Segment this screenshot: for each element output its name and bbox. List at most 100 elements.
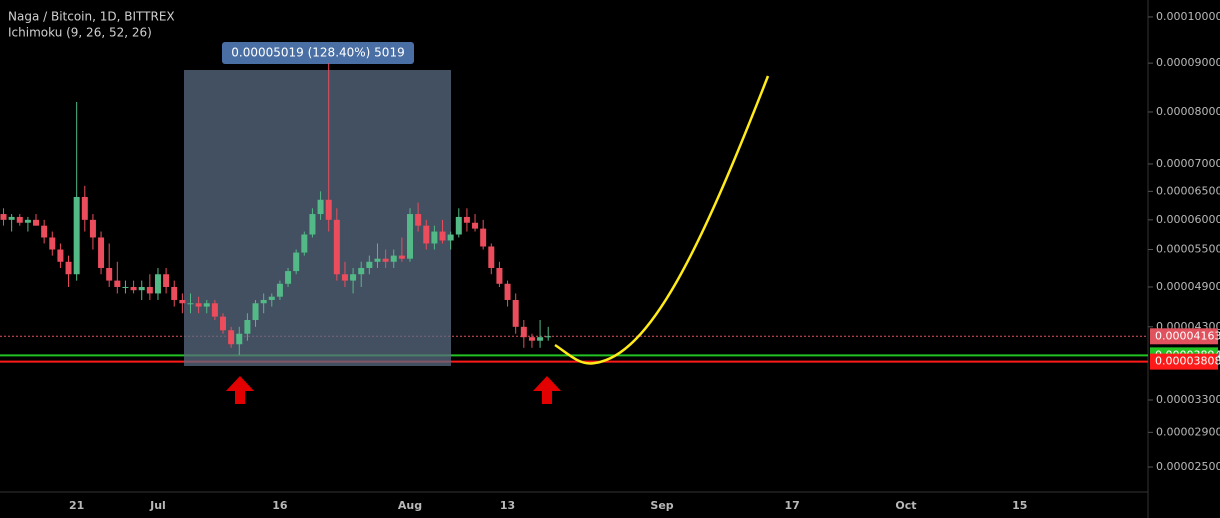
candle-body bbox=[382, 258, 389, 262]
candle-body bbox=[333, 219, 340, 275]
candle-body bbox=[545, 336, 552, 338]
candle-body bbox=[24, 219, 31, 223]
price-label: 0.00004163 bbox=[1155, 329, 1220, 342]
x-tick-label: Oct bbox=[895, 499, 916, 512]
indicator-label: Ichimoku (9, 26, 52, 26) bbox=[8, 26, 152, 40]
candle-body bbox=[106, 267, 113, 281]
candle-body bbox=[154, 274, 161, 294]
price-label-bg bbox=[1150, 328, 1218, 345]
x-tick-label: Sep bbox=[650, 499, 673, 512]
candle-body bbox=[211, 303, 218, 317]
y-tick-label: 0.00006500 bbox=[1156, 184, 1220, 197]
candle-body bbox=[301, 234, 308, 253]
y-tick-label: 0.00003300 bbox=[1156, 393, 1220, 406]
x-tick-label: 13 bbox=[500, 499, 515, 512]
candle-body bbox=[447, 234, 454, 241]
candle-body bbox=[122, 286, 129, 288]
x-tick-label: 21 bbox=[69, 499, 84, 512]
candle-body bbox=[309, 214, 316, 235]
candle-body bbox=[228, 330, 235, 345]
arrow bbox=[533, 376, 561, 404]
candle-body bbox=[89, 219, 96, 238]
candle-body bbox=[455, 216, 462, 235]
candle-body bbox=[8, 216, 15, 220]
x-tick-label: Jul bbox=[149, 499, 166, 512]
x-tick-label: 17 bbox=[784, 499, 799, 512]
candle-body bbox=[325, 199, 332, 220]
candle-body bbox=[358, 267, 365, 275]
candle-body bbox=[276, 283, 283, 297]
candle-body bbox=[512, 299, 519, 327]
candle-body bbox=[520, 326, 527, 338]
candle-body bbox=[187, 303, 194, 305]
candle-body bbox=[49, 237, 56, 250]
price-label-bg bbox=[1150, 353, 1218, 370]
candle-body bbox=[260, 299, 267, 304]
y-tick-label: 0.00006000 bbox=[1156, 213, 1220, 226]
candle-body bbox=[407, 214, 413, 259]
candle-body bbox=[57, 249, 64, 262]
candle-body bbox=[528, 337, 535, 341]
candle-body bbox=[0, 214, 7, 220]
candle-body bbox=[366, 261, 373, 268]
x-tick-label: 16 bbox=[272, 499, 288, 512]
candle-body bbox=[130, 286, 137, 291]
candle-body bbox=[179, 299, 186, 304]
candle-body bbox=[203, 303, 210, 307]
candle-body bbox=[81, 196, 88, 220]
candle-body bbox=[268, 296, 275, 300]
y-tick-label: 0.00008000 bbox=[1156, 105, 1220, 118]
x-tick-label: 15 bbox=[1012, 499, 1027, 512]
measure-label: 0.00005019 (128.40%) 5019 bbox=[231, 46, 404, 60]
candle-body bbox=[41, 225, 48, 238]
candle-body bbox=[439, 231, 446, 241]
candle-body bbox=[33, 219, 40, 226]
candle-body bbox=[317, 199, 324, 215]
candle-body bbox=[244, 319, 251, 334]
candle-body bbox=[496, 267, 503, 284]
candle-body bbox=[537, 337, 544, 341]
candle-body bbox=[374, 258, 381, 262]
y-tick-label: 0.00002900 bbox=[1156, 425, 1220, 438]
candle-body bbox=[341, 274, 348, 281]
candle-body bbox=[138, 286, 145, 291]
price-label: 0.00003808 bbox=[1155, 355, 1220, 368]
y-tick-label: 0.00002500 bbox=[1156, 460, 1220, 473]
x-tick-label: Aug bbox=[398, 499, 422, 512]
y-tick-label: 0.00004900 bbox=[1156, 280, 1220, 293]
y-tick-label: 0.00005500 bbox=[1156, 243, 1220, 256]
candle-body bbox=[171, 286, 178, 300]
candle-body bbox=[252, 303, 259, 320]
candle-body bbox=[195, 303, 202, 307]
candle-body bbox=[73, 196, 80, 275]
candle-body bbox=[423, 225, 430, 244]
measure-label-bg bbox=[222, 42, 414, 64]
candle-body bbox=[472, 222, 479, 229]
candle-body bbox=[480, 228, 487, 247]
candle-body bbox=[163, 274, 170, 287]
candle-body bbox=[431, 231, 438, 244]
candle-body bbox=[114, 280, 121, 287]
candle-body bbox=[398, 255, 405, 259]
drawn-curve bbox=[554, 75, 770, 365]
candle-body bbox=[16, 216, 23, 223]
y-tick-label: 0.00009000 bbox=[1156, 56, 1220, 69]
candle-body bbox=[504, 283, 511, 300]
candle-body bbox=[390, 255, 397, 262]
candle-body bbox=[65, 261, 72, 275]
candle-body bbox=[350, 274, 357, 281]
arrow bbox=[226, 376, 254, 404]
candle-body bbox=[488, 246, 495, 268]
y-tick-label: 0.00007000 bbox=[1156, 157, 1220, 170]
candle-body bbox=[220, 316, 227, 331]
candle-body bbox=[285, 271, 292, 284]
candle-body bbox=[415, 214, 422, 226]
chart-title: Naga / Bitcoin, 1D, BITTREX bbox=[8, 10, 175, 24]
measure-box bbox=[184, 70, 451, 366]
candle-body bbox=[236, 333, 243, 345]
y-tick-label: 0.00010000 bbox=[1156, 10, 1220, 23]
candle-body bbox=[463, 216, 470, 223]
candle-body bbox=[293, 252, 300, 272]
